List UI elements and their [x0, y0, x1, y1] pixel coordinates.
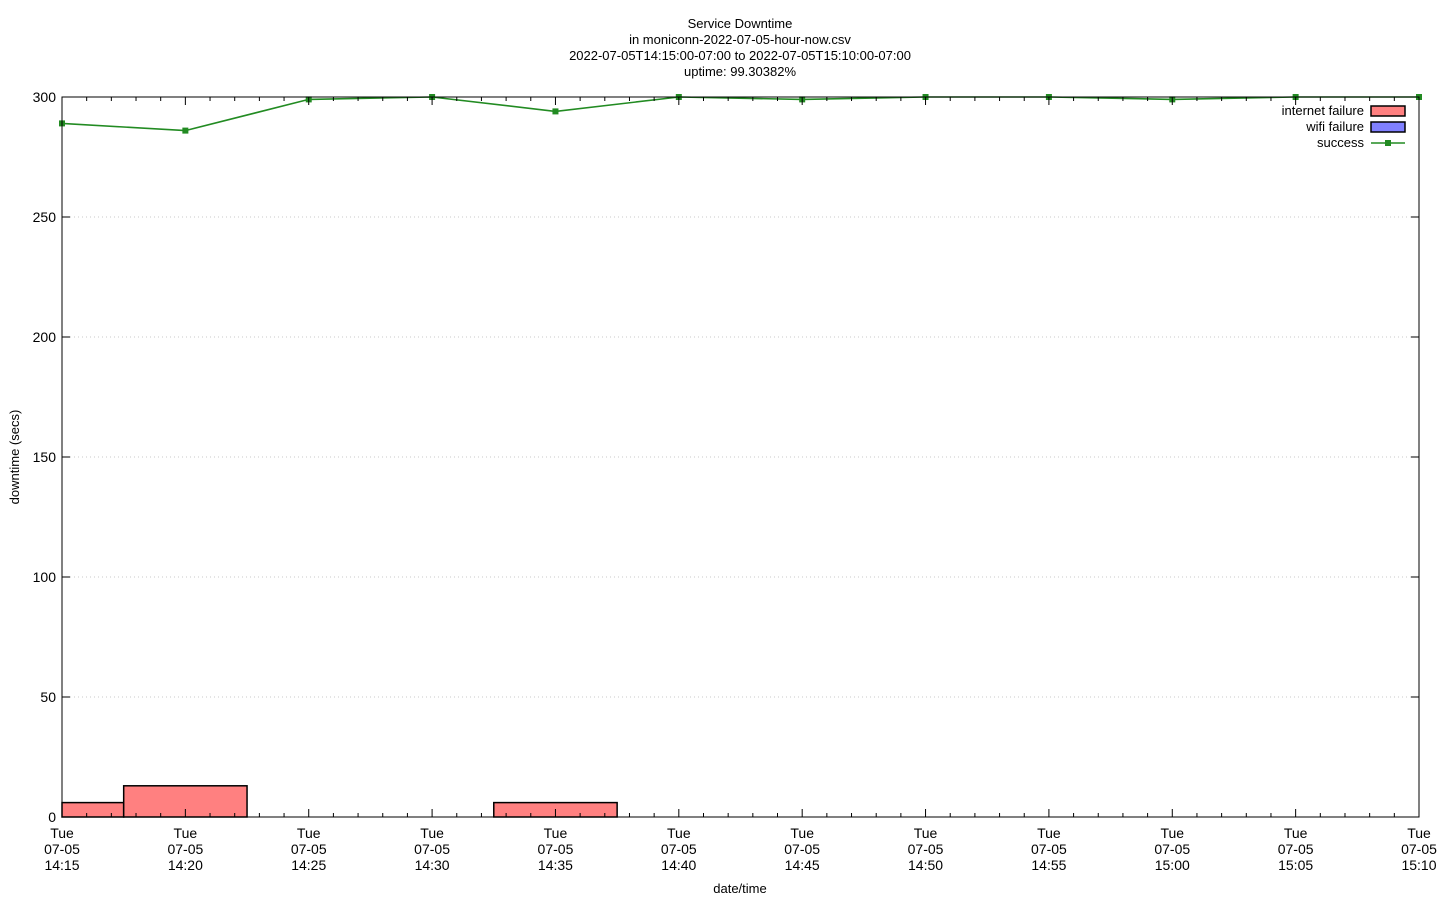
chart-title-line-3: 2022-07-05T14:15:00-07:00 to 2022-07-05T…	[569, 48, 911, 63]
y-tick-label: 200	[33, 329, 57, 345]
grid-lines	[62, 216, 1419, 698]
x-tick-label-day: Tue	[914, 825, 938, 841]
x-tick-label-time: 14:20	[168, 857, 203, 873]
legend-swatch	[1370, 121, 1406, 133]
chart-title-line-2: in moniconn-2022-07-05-hour-now.csv	[629, 32, 851, 47]
line-series	[59, 94, 1422, 134]
x-tick-label-time: 15:05	[1278, 857, 1313, 873]
x-tick-label-day: Tue	[297, 825, 321, 841]
x-tick-label-date: 07-05	[538, 841, 574, 857]
x-tick-label-time: 14:15	[44, 857, 79, 873]
x-tick-label-date: 07-05	[1154, 841, 1190, 857]
x-tick-label-date: 07-05	[291, 841, 327, 857]
x-tick-label-day: Tue	[1037, 825, 1061, 841]
y-tick-label: 100	[33, 569, 57, 585]
chart-title: Service Downtime in moniconn-2022-07-05-…	[569, 16, 911, 79]
y-tick-label: 0	[48, 809, 56, 825]
x-tick-label-day: Tue	[1160, 825, 1184, 841]
y-tick-label: 150	[33, 449, 57, 465]
y-tick-label: 50	[40, 689, 56, 705]
x-tick-label-time: 15:10	[1401, 857, 1436, 873]
success-point	[552, 108, 559, 115]
chart-title-line-4: uptime: 99.30382%	[684, 64, 796, 79]
x-tick-label-date: 07-05	[784, 841, 820, 857]
x-tick-label-day: Tue	[667, 825, 691, 841]
x-tick-label-date: 07-05	[44, 841, 80, 857]
x-tick-label-time: 14:25	[291, 857, 326, 873]
x-tick-label-day: Tue	[790, 825, 814, 841]
y-axis-label: downtime (secs)	[7, 410, 22, 505]
x-tick-label-date: 07-05	[908, 841, 944, 857]
internet-failure-bar	[61, 801, 125, 818]
x-tick-label-date: 07-05	[661, 841, 697, 857]
legend-label: wifi failure	[1305, 119, 1364, 134]
chart-title-line-1: Service Downtime	[688, 16, 793, 31]
legend-point-swatch	[1385, 140, 1391, 146]
bar-series	[61, 785, 618, 818]
x-tick-label-time: 15:00	[1155, 857, 1190, 873]
success-point	[182, 127, 189, 134]
x-tick-label-date: 07-05	[414, 841, 450, 857]
x-tick-label-time: 14:30	[415, 857, 450, 873]
x-tick-label-date: 07-05	[1401, 841, 1437, 857]
x-tick-label-time: 14:45	[785, 857, 820, 873]
x-tick-label-day: Tue	[1284, 825, 1308, 841]
x-tick-label-date: 07-05	[1031, 841, 1067, 857]
x-tick-label-date: 07-05	[1278, 841, 1314, 857]
success-line	[61, 96, 1419, 132]
y-tick-label: 300	[33, 89, 57, 105]
x-tick-label-day: Tue	[1407, 825, 1431, 841]
x-tick-label-day: Tue	[544, 825, 568, 841]
x-tick-label-time: 14:50	[908, 857, 943, 873]
legend-label: internet failure	[1282, 103, 1364, 118]
axes: 050100150200250300Tue07-0514:15Tue07-051…	[33, 89, 1437, 873]
x-tick-label-day: Tue	[50, 825, 74, 841]
legend-swatch	[1370, 105, 1406, 117]
x-tick-label-time: 14:40	[661, 857, 696, 873]
legend-label: success	[1317, 135, 1364, 150]
y-tick-label: 250	[33, 209, 57, 225]
x-axis-label: date/time	[713, 881, 766, 896]
x-tick-label-date: 07-05	[167, 841, 203, 857]
x-tick-label-day: Tue	[420, 825, 444, 841]
x-tick-label-day: Tue	[174, 825, 198, 841]
plot-frame	[61, 96, 1420, 818]
x-tick-label-time: 14:55	[1031, 857, 1066, 873]
x-tick-label-time: 14:35	[538, 857, 573, 873]
